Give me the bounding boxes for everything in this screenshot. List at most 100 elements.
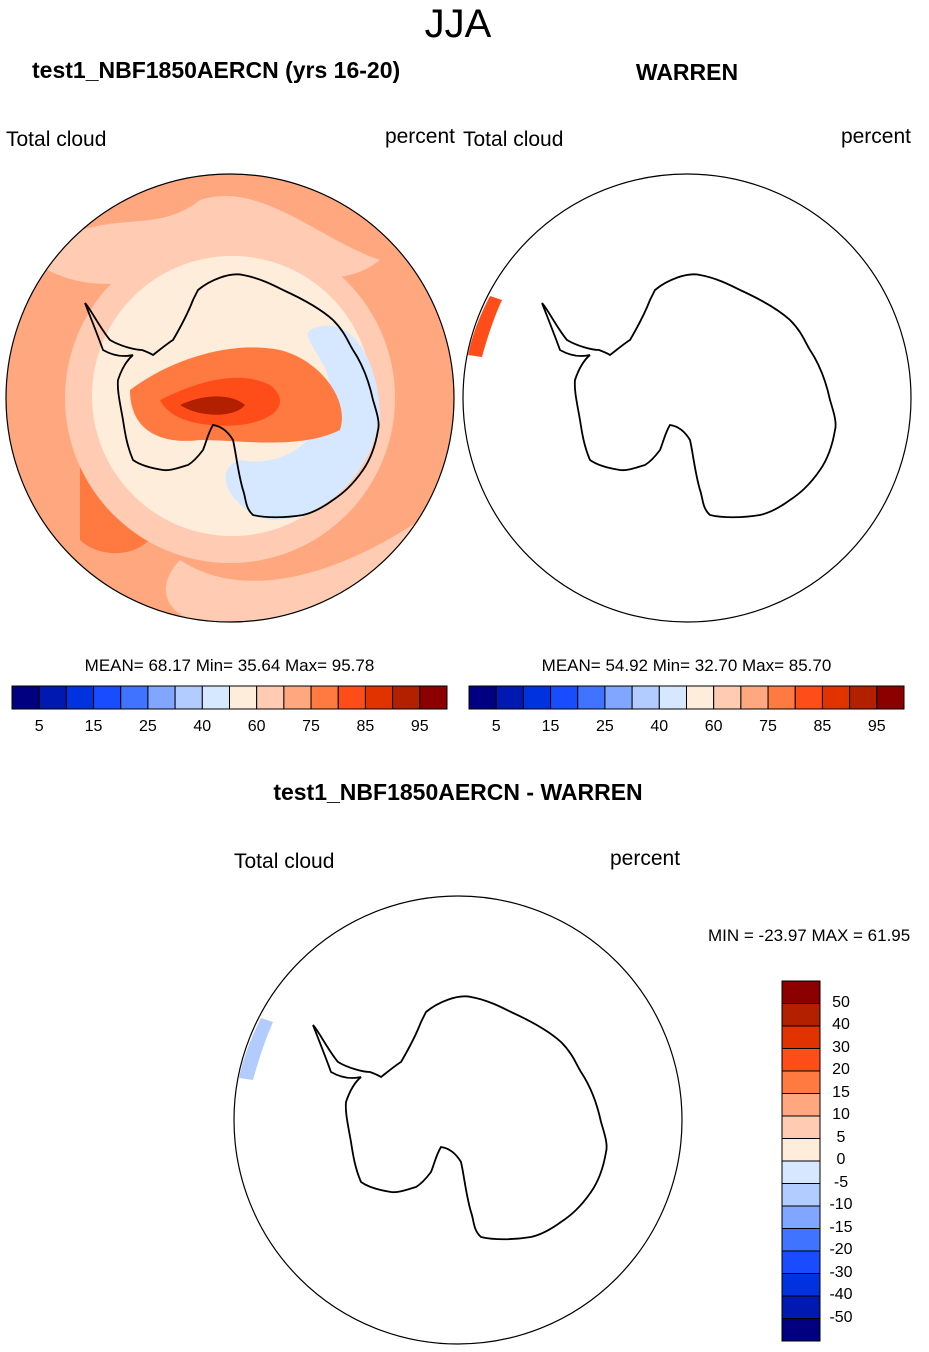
colorbar-box: [740, 685, 769, 710]
map-warren: [462, 173, 912, 623]
colorbar-tick-label: 20: [832, 1061, 850, 1078]
stats-warren: MEAN= 54.92 Min= 32.70 Max= 85.70: [541, 656, 832, 675]
colorbar-tick-label: -20: [829, 1241, 853, 1258]
colorbar-box: [419, 685, 448, 710]
colorbar-tick-label: 5: [836, 1128, 846, 1146]
colorbar-box: [147, 685, 176, 710]
colorbar-tick-label: 40: [832, 1016, 850, 1033]
colorbar-tick-label: 30: [832, 1038, 850, 1056]
colorbar-test1: [11, 685, 448, 710]
colorbar-tick-label: 5: [491, 718, 501, 735]
colorbar-box: [781, 1115, 821, 1139]
colorbar-box: [38, 685, 67, 710]
colorbar-box: [686, 685, 715, 710]
colorbar-tick-label: -50: [829, 1308, 853, 1326]
colorbar-tick-label: 25: [139, 718, 157, 735]
colorbar-box: [781, 1205, 821, 1229]
map-test1: [5, 173, 455, 623]
colorbar-tick-label: -5: [833, 1173, 849, 1191]
colorbar-tick-label: 60: [247, 718, 266, 735]
colorbar-tick-label: 15: [832, 1083, 850, 1101]
colorbar-box: [794, 685, 823, 710]
colorbar-box: [781, 1138, 821, 1162]
colorbar-box: [229, 685, 258, 710]
colorbar-tick-label: 15: [541, 718, 560, 735]
colorbar-tick-label: 75: [302, 718, 320, 735]
map-boundary: [462, 173, 912, 623]
colorbar-box: [174, 685, 203, 710]
colorbar-tick-label: 15: [84, 718, 103, 735]
colorbar-box: [781, 1318, 821, 1342]
colorbar-tick-label: 85: [813, 718, 832, 735]
colorbar-tick-label: 25: [596, 718, 614, 735]
colorbar-box: [781, 1048, 821, 1072]
colorbar-box: [781, 980, 821, 1004]
colorbar-tick-label: -15: [829, 1218, 853, 1236]
colorbar-tick-label: -10: [829, 1196, 853, 1213]
colorbar-box: [713, 685, 742, 710]
colorbar-box: [658, 685, 687, 710]
colorbar-box: [781, 1273, 821, 1297]
contour-40-50: [225, 325, 380, 520]
colorbar-box: [604, 685, 633, 710]
colorbar-box: [364, 685, 394, 710]
colorbar-tick-label: 10: [832, 1106, 850, 1123]
colorbar-tick-label: 95: [410, 718, 429, 735]
colorbar-box: [256, 685, 285, 710]
colorbar-tick-label: 50: [832, 993, 850, 1011]
colorbar-box: [120, 685, 149, 710]
panel-title-warren: WARREN: [635, 59, 739, 85]
colorbar-box: [392, 685, 421, 710]
colorbar-box: [201, 685, 230, 710]
variable-label: Total cloud: [6, 128, 107, 151]
colorbar-box: [876, 685, 905, 710]
colorbar-tick-label: -40: [829, 1286, 853, 1303]
units-label: percent: [384, 125, 455, 148]
colorbar-box: [11, 685, 40, 710]
colorbar-box: [631, 685, 660, 710]
colorbar-tick-label: -30: [829, 1263, 853, 1281]
colorbar-tick-label: 85: [356, 718, 375, 735]
colorbar-tick-label: 75: [759, 718, 777, 735]
contour-80-85: [468, 296, 502, 357]
colorbar-box: [849, 685, 878, 710]
colorbar-box: [337, 685, 366, 710]
colorbar-box: [93, 685, 122, 710]
colorbar-box: [310, 685, 339, 710]
stats-test1: MEAN= 68.17 Min= 35.64 Max= 95.78: [84, 656, 375, 675]
colorbar-box: [468, 685, 497, 710]
panel-title-difference: test1_NBF1850AERCN - WARREN: [273, 779, 643, 805]
colorbar-box: [550, 685, 579, 710]
map-boundary: [233, 895, 683, 1345]
colorbar-box: [283, 685, 312, 710]
colorbar-box: [781, 1003, 821, 1027]
variable-label: Total cloud: [463, 128, 564, 151]
colorbar-tick-label: 95: [867, 718, 886, 735]
colorbar-tick-label: 5: [34, 718, 44, 735]
colorbar-box: [781, 1183, 821, 1207]
colorbar-box: [577, 685, 606, 710]
colorbar-tick-label: 40: [650, 718, 669, 735]
colorbar-warren: [468, 685, 905, 710]
colorbar-tick-label: 60: [704, 718, 723, 735]
variable-label: Total cloud: [234, 850, 335, 873]
contour-90-95: [180, 396, 245, 415]
colorbar-box: [821, 685, 851, 710]
colorbar-box: [781, 1070, 821, 1094]
map-boundary: [5, 173, 455, 623]
colorbar-difference: [781, 980, 821, 1342]
panel-title-test1: test1_NBF1850AERCN (yrs 16-20): [32, 57, 401, 83]
colorbar-box: [781, 1093, 821, 1117]
colorbar-box: [781, 1250, 821, 1274]
units-label: percent: [610, 847, 681, 870]
colorbar-box: [65, 685, 95, 710]
contour-neg10-neg5: [239, 1018, 273, 1080]
colorbar-box: [781, 1228, 821, 1252]
units-label: percent: [840, 125, 911, 148]
colorbar-tick-label: 40: [193, 718, 212, 735]
colorbar-tick-label: 0: [836, 1151, 846, 1168]
map-difference: [233, 895, 683, 1345]
colorbar-box: [781, 1160, 821, 1184]
